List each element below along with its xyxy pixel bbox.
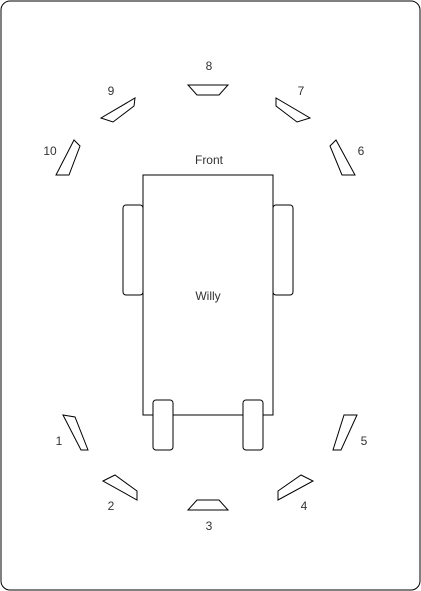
sensor-1: 1 (56, 414, 89, 451)
sensor-6-shape (329, 139, 356, 176)
sensor-10-shape (55, 139, 81, 176)
sensor-7-shape (275, 97, 312, 123)
sensor-5-label: 5 (361, 434, 368, 448)
sensor-3-label: 3 (206, 519, 213, 533)
rear-left-caster (152, 399, 174, 451)
sensor-2-shape (101, 474, 138, 501)
sensor-6-label: 6 (358, 144, 365, 158)
sensor-9: 9 (99, 84, 136, 123)
right-wheel (272, 204, 294, 296)
sensor-3: 3 (186, 499, 230, 533)
sensor-2-label: 2 (108, 499, 115, 513)
sensor-2: 2 (101, 474, 138, 513)
sensor-8-shape (186, 84, 230, 96)
sensor-8: 8 (186, 59, 230, 96)
sensor-7: 7 (275, 84, 312, 123)
sensor-5-shape (332, 414, 358, 451)
sensor-8-label: 8 (206, 59, 213, 73)
sensor-1-label: 1 (56, 434, 63, 448)
robot-body (142, 174, 274, 416)
sensor-4-shape (277, 474, 315, 501)
sensor-9-shape (99, 97, 136, 123)
rear-right-caster (242, 399, 264, 451)
sensor-10-label: 10 (43, 144, 57, 158)
sensor-9-label: 9 (108, 84, 115, 98)
sensor-10: 10 (43, 139, 81, 176)
sensor-4-label: 4 (301, 499, 308, 513)
sensor-5: 5 (332, 414, 368, 451)
front-label: Front (195, 153, 224, 167)
robot-name-label: Willy (195, 289, 220, 303)
sensor-3-shape (186, 499, 230, 511)
left-wheel (122, 204, 144, 296)
sensor-7-label: 7 (298, 84, 305, 98)
sensor-1-shape (62, 414, 89, 451)
sensor-6: 6 (329, 139, 365, 176)
sensor-4: 4 (277, 474, 315, 513)
